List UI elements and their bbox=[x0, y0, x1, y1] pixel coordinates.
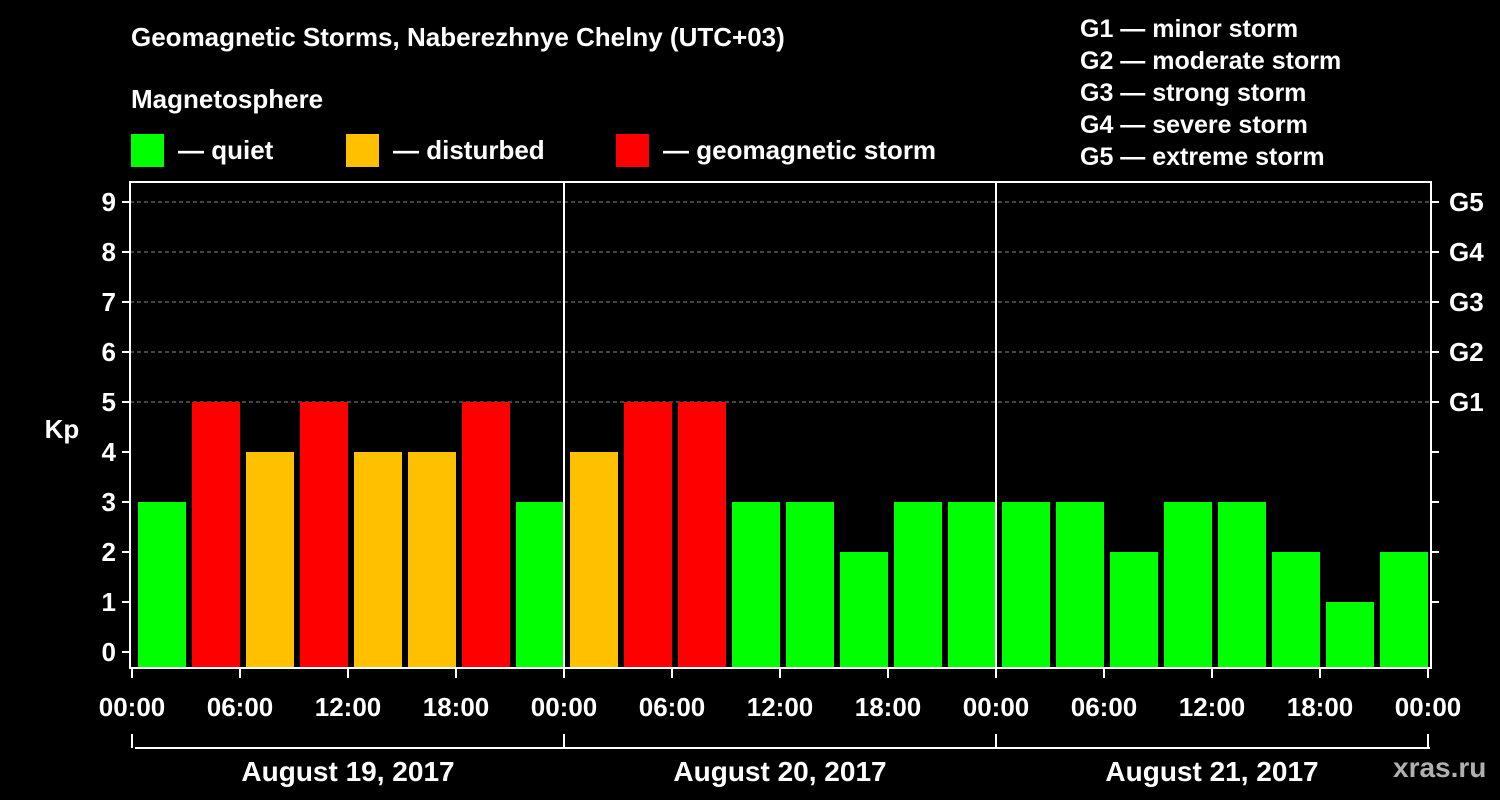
day-label: August 21, 2017 bbox=[1105, 756, 1318, 787]
y-tick-label: 0 bbox=[102, 637, 116, 667]
chart-title: Geomagnetic Storms, Naberezhnye Chelny (… bbox=[131, 22, 785, 52]
kp-bar bbox=[354, 452, 402, 668]
kp-bar bbox=[948, 502, 996, 668]
legend-swatch-storm bbox=[616, 134, 649, 167]
kp-bar bbox=[1380, 552, 1428, 668]
y-tick-label: 9 bbox=[102, 187, 116, 217]
kp-bar bbox=[1164, 502, 1212, 668]
y-tick-label: 1 bbox=[102, 587, 116, 617]
kp-bar bbox=[678, 402, 726, 668]
kp-bar bbox=[1272, 552, 1320, 668]
storm-scale-g2: G2 — moderate storm bbox=[1080, 47, 1342, 75]
storm-scale-g1: G1 — minor storm bbox=[1080, 15, 1299, 43]
x-tick-label: 12:00 bbox=[1179, 692, 1246, 722]
y-tick-label: 4 bbox=[102, 437, 117, 467]
kp-bar bbox=[462, 402, 510, 668]
storm-scale-g3: G3 — strong storm bbox=[1080, 79, 1307, 107]
kp-bar bbox=[786, 502, 834, 668]
kp-bar bbox=[408, 452, 456, 668]
kp-bar bbox=[300, 402, 348, 668]
g-level-label: G4 bbox=[1449, 237, 1484, 267]
y-tick-label: 3 bbox=[102, 487, 116, 517]
g-level-label: G1 bbox=[1449, 387, 1484, 417]
storm-scale-g5: G5 — extreme storm bbox=[1080, 143, 1325, 171]
x-tick-label: 00:00 bbox=[963, 692, 1030, 722]
kp-bar bbox=[732, 502, 780, 668]
x-tick-label: 00:00 bbox=[99, 692, 166, 722]
x-tick-label: 06:00 bbox=[1071, 692, 1138, 722]
x-tick-label: 18:00 bbox=[423, 692, 490, 722]
x-tick-label: 06:00 bbox=[207, 692, 274, 722]
x-tick-label: 12:00 bbox=[315, 692, 382, 722]
watermark: xras.ru bbox=[1393, 752, 1487, 783]
kp-bar bbox=[246, 452, 294, 668]
g-level-label: G3 bbox=[1449, 287, 1484, 317]
kp-bar bbox=[570, 452, 618, 668]
kp-bar bbox=[1110, 552, 1158, 668]
y-tick-label: 8 bbox=[102, 237, 116, 267]
y-tick-label: 2 bbox=[102, 537, 116, 567]
day-label: August 19, 2017 bbox=[241, 756, 454, 787]
x-tick-label: 06:00 bbox=[639, 692, 706, 722]
y-axis-label: Kp bbox=[45, 414, 80, 444]
x-tick-label: 00:00 bbox=[1395, 692, 1462, 722]
legend-swatch-disturbed bbox=[346, 134, 379, 167]
storm-scale-g4: G4 — severe storm bbox=[1080, 111, 1308, 139]
kp-bar bbox=[1002, 502, 1050, 668]
legend-swatch-quiet bbox=[131, 134, 164, 167]
y-tick-label: 7 bbox=[102, 287, 116, 317]
day-label: August 20, 2017 bbox=[673, 756, 886, 787]
g-level-label: G5 bbox=[1449, 187, 1484, 217]
kp-bar bbox=[1218, 502, 1266, 668]
legend-label-storm: — geomagnetic storm bbox=[663, 135, 937, 165]
g-level-label: G2 bbox=[1449, 337, 1484, 367]
kp-bar bbox=[624, 402, 672, 668]
x-tick-label: 18:00 bbox=[855, 692, 922, 722]
x-tick-label: 00:00 bbox=[531, 692, 598, 722]
kp-bar bbox=[840, 552, 888, 668]
kp-bar bbox=[516, 502, 564, 668]
y-tick-label: 5 bbox=[102, 387, 116, 417]
kp-bar bbox=[138, 502, 186, 668]
magnetosphere-label: Magnetosphere bbox=[131, 84, 324, 114]
legend-label-quiet: — quiet bbox=[178, 135, 274, 165]
y-tick-label: 6 bbox=[102, 337, 116, 367]
kp-bar bbox=[192, 402, 240, 668]
x-tick-label: 18:00 bbox=[1287, 692, 1354, 722]
x-tick-label: 12:00 bbox=[747, 692, 814, 722]
kp-bar bbox=[1056, 502, 1104, 668]
kp-bar bbox=[894, 502, 942, 668]
legend-label-disturbed: — disturbed bbox=[393, 135, 545, 165]
kp-bar bbox=[1326, 602, 1374, 668]
